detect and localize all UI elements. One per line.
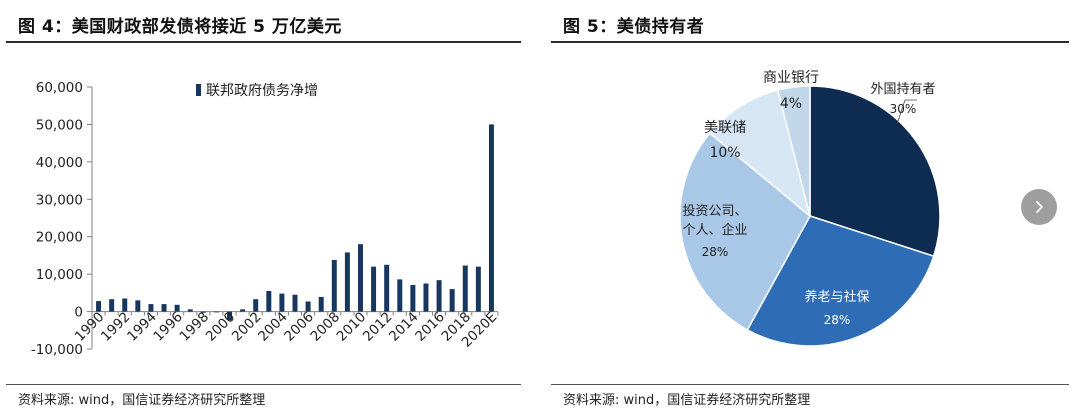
x-tick-label: 2008 xyxy=(308,309,344,345)
bar-1990 xyxy=(96,301,102,312)
bar-2019 xyxy=(475,266,481,312)
left-figure-panel: 图 4：美国财政部发债将接近 5 万亿美元 -10,000 0 10,000 20,0… xyxy=(0,0,525,414)
bar-2000 xyxy=(227,311,233,321)
bar-2020E xyxy=(488,124,494,312)
pie-label-3: 投资公司、个人、企业 xyxy=(682,203,747,238)
y-tick-label: 60,000 xyxy=(36,80,83,96)
bar-2014 xyxy=(410,285,416,312)
x-tick-label: 2012 xyxy=(360,309,396,345)
bar-2015 xyxy=(423,283,429,312)
pie-percent-5: 4% xyxy=(780,96,802,112)
x-tick-label: 2014 xyxy=(386,309,422,345)
bar-1995 xyxy=(161,304,167,312)
pie-percent-3: 28% xyxy=(702,245,729,259)
pie-slice-5 xyxy=(776,85,811,217)
next-button[interactable] xyxy=(1021,189,1057,225)
bar-2010 xyxy=(358,244,363,312)
bar-2018 xyxy=(462,265,468,312)
bar-1997 xyxy=(187,309,193,312)
x-tick-label: 1996 xyxy=(150,309,186,345)
y-tick-label: 0 xyxy=(74,305,83,321)
bar-1999 xyxy=(213,311,219,313)
bar-1992 xyxy=(122,298,128,312)
y-tick-label: 50,000 xyxy=(36,117,83,133)
legend-swatch xyxy=(196,84,201,96)
y-tick-label: 30,000 xyxy=(36,192,83,208)
pie-label-1: 外国持有者 xyxy=(870,82,935,97)
bar-2009 xyxy=(344,252,350,312)
bar-1996 xyxy=(174,304,180,312)
bar-legend: 联邦政府债务净增 xyxy=(196,83,318,99)
bar-2017 xyxy=(449,289,455,312)
y-tick-label: 10,000 xyxy=(36,267,83,283)
pie-slice-3 xyxy=(679,132,811,331)
bar-2011 xyxy=(371,266,377,312)
x-tick-label: 2010 xyxy=(334,309,370,345)
pie-percent-1: 30% xyxy=(890,102,917,116)
bar-1994 xyxy=(148,304,154,312)
y-tick-label: 40,000 xyxy=(36,155,83,171)
bar-1991 xyxy=(109,299,115,312)
bar-1998 xyxy=(200,311,206,313)
x-tick-label: 2000 xyxy=(203,309,239,345)
x-tick-label: 2016 xyxy=(412,309,448,345)
bar-2007 xyxy=(318,296,324,312)
pie-slice-2 xyxy=(746,215,935,347)
pie-slice-1 xyxy=(809,85,941,258)
pie-percent-2: 28% xyxy=(824,313,851,327)
x-tick-label: 1992 xyxy=(98,309,134,345)
bar-2004 xyxy=(279,293,285,312)
bar-2008 xyxy=(331,259,337,312)
bar-2002 xyxy=(253,299,259,312)
x-tick-label: 2006 xyxy=(281,309,317,345)
pie-label-4: 美联储 xyxy=(704,120,746,136)
bar-2012 xyxy=(384,264,390,312)
x-tick-label: 2002 xyxy=(229,309,265,345)
bar-2006 xyxy=(305,301,311,312)
bar-2005 xyxy=(292,294,298,312)
pie-percent-4: 10% xyxy=(709,145,740,161)
pie-chart: 外国持有者 30% 养老与社保 28% 投资公司、个人、企业 28% 美联储 10% 商业银行 4… xyxy=(679,70,941,347)
right-title-rule xyxy=(551,41,1069,43)
chevron-right-icon xyxy=(1036,201,1043,213)
y-tick-label: 20,000 xyxy=(36,230,83,246)
bar-1993 xyxy=(135,300,141,312)
bar-chart: -10,000 0 10,000 20,000 30,000 40,000 50,000 60… xyxy=(31,80,500,358)
left-source-note: 资料来源: wind，国信证券经济研究所整理 xyxy=(18,393,266,408)
x-tick-label: 1998 xyxy=(177,309,213,345)
left-title-rule xyxy=(6,41,521,43)
right-figure-title: 图 5：美债持有者 xyxy=(563,17,705,37)
left-figure-title: 图 4：美国财政部发债将接近 5 万亿美元 xyxy=(18,17,342,37)
leader-line xyxy=(896,99,917,125)
x-tick-label: 1994 xyxy=(124,309,160,345)
pie-label-2: 养老与社保 xyxy=(804,289,869,305)
y-tick-label: -10,000 xyxy=(31,342,83,358)
bar-2003 xyxy=(266,290,272,312)
right-source-note: 资料来源: wind，国信证券经济研究所整理 xyxy=(563,393,811,408)
x-tick-label: 2004 xyxy=(255,309,291,345)
bar-2013 xyxy=(397,279,403,312)
pie-label-5: 商业银行 xyxy=(763,70,819,86)
bar-2016 xyxy=(436,280,442,312)
pie-slice-4 xyxy=(708,89,812,219)
right-figure-panel: 图 5：美债持有者 外国持有者 30% 养老与社保 28% 投资公司、个人、企业 28% 美… xyxy=(545,0,1075,414)
right-source-rule xyxy=(551,384,1069,385)
left-source-rule xyxy=(6,384,521,385)
bar-2001 xyxy=(240,309,246,312)
legend-label: 联邦政府债务净增 xyxy=(206,83,318,99)
